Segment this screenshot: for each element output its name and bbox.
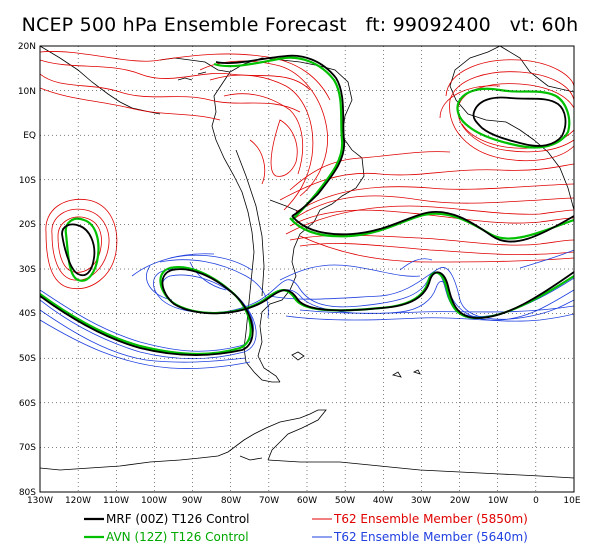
lat-label: 50S: [19, 354, 36, 364]
lon-label: 100W: [141, 496, 167, 506]
lon-label: 120W: [65, 496, 91, 506]
lon-label: 110W: [103, 496, 129, 506]
lon-label: 10E: [563, 496, 580, 506]
lat-label: EQ: [23, 131, 36, 141]
lat-label: 10S: [19, 176, 36, 186]
plot-content: [40, 46, 574, 492]
longitude-labels: 130W 120W 110W 100W 90W 80W 70W 60W 50W …: [27, 496, 581, 506]
legend-label-avn: AVN (12Z) T126 Control: [106, 530, 249, 544]
title-vt: vt: 60h: [509, 14, 579, 36]
plot-frame: [39, 45, 575, 493]
lon-label: 0: [533, 496, 539, 506]
legend-item-red-members: T62 Ensemble Member (5850m): [312, 512, 528, 526]
latitude-labels: 20N 10N EQ 10S 20S 30S 40S 50S 60S 70S 8…: [18, 42, 36, 498]
lat-label: 70S: [19, 443, 36, 453]
legend-item-mrf: MRF (00Z) T126 Control: [84, 512, 250, 526]
lat-label: 40S: [19, 309, 36, 319]
lon-label: 80W: [221, 496, 241, 506]
legend-label-red: T62 Ensemble Member (5850m): [333, 512, 528, 526]
legend-label-mrf: MRF (00Z) T126 Control: [106, 512, 250, 526]
lon-label: 90W: [182, 496, 202, 506]
lat-label: 60S: [19, 399, 36, 409]
lat-lon-grid: [40, 46, 574, 492]
legend-label-blue: T62 Ensemble Member (5640m): [333, 530, 528, 544]
lon-label: 10W: [488, 496, 508, 506]
lon-label: 130W: [27, 496, 53, 506]
legend-item-blue-members: T62 Ensemble Member (5640m): [312, 530, 528, 544]
lat-label: 20S: [19, 220, 36, 230]
title-ft: ft: 99092400: [365, 14, 491, 36]
lat-label: 30S: [19, 265, 36, 275]
lat-label: 80S: [19, 488, 36, 498]
lon-label: 40W: [373, 496, 393, 506]
lon-label: 50W: [335, 496, 355, 506]
mrf-control-contours: [40, 54, 574, 356]
map-title: NCEP 500 hPa Ensemble Forecast ft: 99092…: [0, 14, 600, 36]
legend-item-avn: AVN (12Z) T126 Control: [84, 530, 249, 544]
lat-label: 10N: [18, 87, 36, 97]
legend: MRF (00Z) T126 Control AVN (12Z) T126 Co…: [84, 512, 528, 544]
title-main: NCEP 500 hPa Ensemble Forecast: [21, 14, 347, 36]
lon-label: 20W: [450, 496, 470, 506]
lon-label: 60W: [297, 496, 317, 506]
lon-label: 30W: [411, 496, 431, 506]
lon-label: 70W: [259, 496, 279, 506]
lat-label: 20N: [18, 42, 36, 52]
